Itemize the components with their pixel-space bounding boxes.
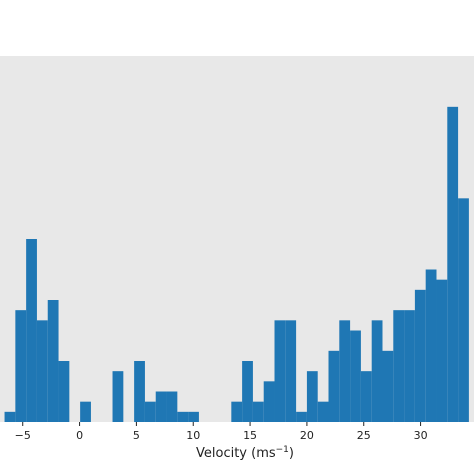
histogram-bar (15, 310, 27, 422)
x-tick-label: −5 (15, 429, 31, 442)
histogram-bar (382, 350, 394, 422)
x-tick-label: 25 (357, 429, 371, 442)
x-axis-label: Velocity (ms−1) (196, 445, 294, 461)
histogram-bar (188, 411, 199, 422)
histogram-bar (231, 401, 243, 422)
x-tick-label: 30 (414, 429, 428, 442)
histogram-bar (317, 401, 329, 422)
histogram-bar (458, 198, 469, 422)
x-tick-label: 0 (76, 429, 83, 442)
x-axis-label-main: Velocity (ms (196, 446, 276, 461)
histogram-bar (144, 401, 156, 422)
histogram-bar (425, 269, 437, 422)
histogram-bar (393, 310, 405, 422)
histogram-bar (404, 310, 415, 422)
x-axis-label-superscript: −1 (276, 445, 289, 455)
histogram-bar (177, 411, 189, 422)
histogram-bar (47, 300, 59, 422)
x-tick-label: 15 (243, 429, 257, 442)
histogram-bar (371, 320, 383, 422)
histogram-bar (306, 371, 318, 422)
histogram-bar (36, 320, 48, 422)
histogram-bar (26, 239, 37, 422)
histogram-bar (252, 401, 264, 422)
histogram-bar (274, 320, 286, 422)
histogram-bar (296, 411, 307, 422)
histogram-bar (447, 106, 459, 422)
histogram-bar (414, 289, 426, 422)
histogram-bar (134, 361, 145, 422)
histogram-bar (80, 401, 91, 422)
histogram-bar (58, 361, 70, 422)
x-tick-label: 20 (300, 429, 314, 442)
x-tick-label: 10 (186, 429, 200, 442)
histogram-bar (350, 330, 361, 422)
histogram-bar (4, 411, 16, 422)
x-tick-label: 5 (133, 429, 140, 442)
histogram-bar (328, 350, 340, 422)
histogram-bar (339, 320, 351, 422)
x-axis-label-close: ) (289, 446, 294, 461)
histogram-bar (166, 391, 178, 422)
histogram-bar (155, 391, 167, 422)
histogram-bar (436, 279, 448, 422)
histogram-bar (242, 361, 253, 422)
bars-group (4, 106, 469, 422)
histogram-bar (263, 381, 275, 422)
histogram-bar (285, 320, 297, 422)
x-axis: −5 0 5 10 15 20 25 30 (15, 422, 428, 442)
histogram-bar (112, 371, 124, 422)
histogram-bar (360, 371, 372, 422)
